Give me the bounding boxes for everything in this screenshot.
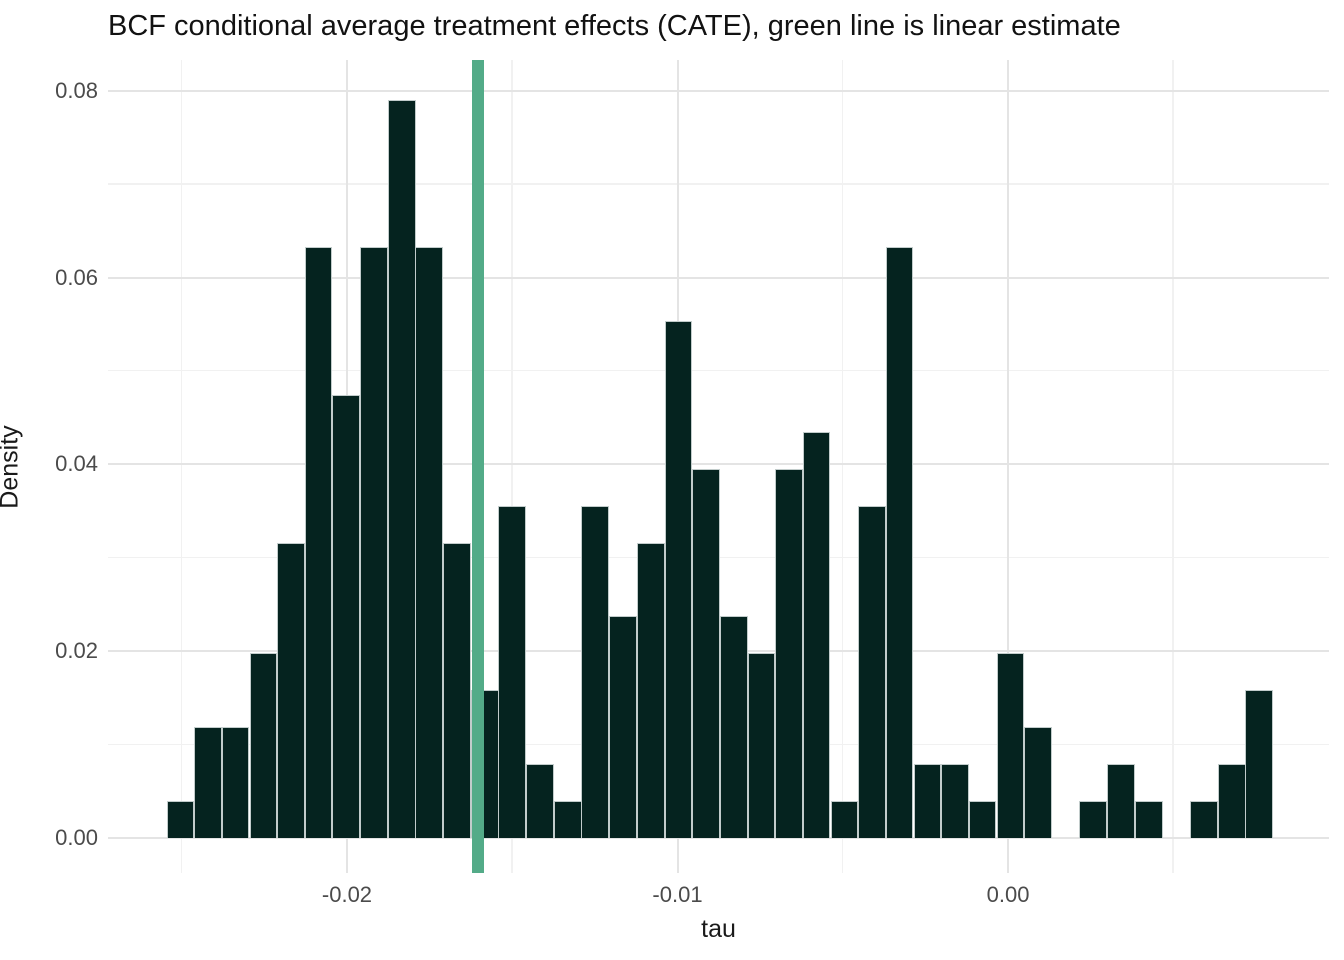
histogram-bar <box>858 505 887 838</box>
gridline-y-minor <box>108 370 1329 372</box>
histogram-bar <box>221 727 250 838</box>
histogram-bar <box>166 801 195 838</box>
histogram-bar <box>1217 764 1246 838</box>
gridline-y-minor <box>108 183 1329 185</box>
histogram-bar <box>830 801 859 838</box>
gridline-y-major <box>108 463 1329 466</box>
gridline-x-minor <box>511 60 513 873</box>
histogram-bar <box>636 542 665 838</box>
histogram-bar <box>194 727 222 838</box>
histogram-bar <box>277 542 305 838</box>
histogram-bar <box>304 247 333 838</box>
histogram-bar <box>775 468 803 838</box>
histogram-bar <box>968 801 997 838</box>
histogram-bar <box>249 653 278 838</box>
histogram-bar <box>609 616 637 838</box>
plot-panel <box>108 60 1329 873</box>
histogram-bar <box>664 321 693 838</box>
histogram-bar <box>388 99 416 838</box>
histogram-bar <box>1245 690 1274 838</box>
linear-estimate-vline <box>471 60 484 873</box>
gridline-y-major <box>108 89 1329 92</box>
histogram-bar <box>581 505 610 838</box>
y-tick-label: 0.06 <box>55 264 98 290</box>
histogram-bar <box>360 247 388 838</box>
histogram-bar <box>415 247 444 838</box>
histogram-bar <box>443 542 471 838</box>
x-tick-label: 0.00 <box>986 882 1030 907</box>
histogram-bar <box>996 653 1025 838</box>
chart-title: BCF conditional average treatment effect… <box>108 10 1121 42</box>
histogram-bar <box>332 395 361 838</box>
histogram-bar <box>941 764 969 838</box>
y-tick-label: 0.08 <box>55 77 98 103</box>
y-tick-label: 0.00 <box>55 824 98 850</box>
histogram-bar <box>913 764 942 838</box>
histogram-bar <box>885 247 914 838</box>
histogram-bar <box>1190 801 1218 838</box>
histogram-bar <box>1107 764 1135 838</box>
histogram-bar <box>802 431 831 838</box>
x-tick-label: -0.02 <box>321 882 373 907</box>
x-axis-title: tau <box>701 915 736 943</box>
x-tick-label: -0.01 <box>652 882 703 907</box>
gridline-y-major <box>108 276 1329 279</box>
histogram-bar <box>1135 801 1163 838</box>
gridline-x-minor <box>841 60 844 873</box>
histogram-bar <box>526 764 554 838</box>
histogram-bar <box>692 468 720 838</box>
histogram-bar <box>498 505 527 838</box>
histogram-bar <box>1024 727 1052 838</box>
y-tick-label: 0.04 <box>55 451 98 477</box>
histogram-bar <box>1079 801 1108 838</box>
gridline-y-major <box>108 836 1329 839</box>
gridline-x-major <box>1007 60 1010 873</box>
gridline-x-minor <box>1172 60 1174 873</box>
histogram-bar <box>719 616 748 838</box>
histogram-bar <box>747 653 776 838</box>
gridline-x-minor <box>180 60 183 873</box>
y-tick-label: 0.02 <box>55 638 98 664</box>
histogram-bar <box>553 801 582 838</box>
